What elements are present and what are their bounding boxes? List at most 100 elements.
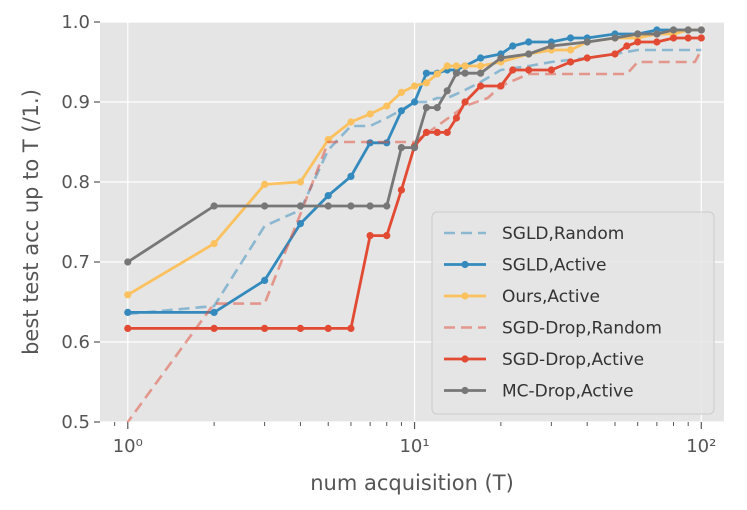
data-point xyxy=(477,54,485,62)
y-tick-label: 0.5 xyxy=(61,412,90,433)
y-tick-label: 0.7 xyxy=(61,252,90,273)
data-point xyxy=(397,144,406,152)
data-point xyxy=(547,66,555,74)
data-point xyxy=(397,186,406,194)
series-mc-drop-active xyxy=(124,26,705,266)
legend-marker xyxy=(461,292,469,300)
data-point xyxy=(296,202,305,210)
data-point xyxy=(433,128,441,136)
data-point xyxy=(684,34,692,42)
data-point xyxy=(497,82,505,90)
data-point xyxy=(525,38,533,46)
data-point xyxy=(422,69,431,77)
data-point xyxy=(397,88,406,96)
data-point xyxy=(383,232,391,240)
data-point xyxy=(383,102,391,110)
data-point xyxy=(525,50,533,58)
data-point xyxy=(324,324,332,332)
data-point xyxy=(296,178,305,186)
data-point xyxy=(477,82,485,90)
series-group xyxy=(124,26,705,422)
data-point xyxy=(684,26,692,34)
data-point xyxy=(623,42,631,50)
data-point xyxy=(452,114,461,122)
data-point xyxy=(443,62,451,70)
y-tick-label: 0.9 xyxy=(61,92,90,113)
data-point xyxy=(347,324,355,332)
y-axis-label: best test acc up to T (/1.) xyxy=(19,89,43,355)
data-point xyxy=(383,202,391,210)
grid xyxy=(100,21,724,423)
data-point xyxy=(410,82,419,90)
data-point xyxy=(347,172,355,180)
data-point xyxy=(422,128,431,136)
data-point xyxy=(461,69,469,77)
legend-marker xyxy=(461,260,469,269)
y-tick-label: 0.8 xyxy=(61,172,90,193)
data-point xyxy=(525,66,533,74)
data-point xyxy=(566,46,575,54)
data-point xyxy=(477,69,485,77)
data-point xyxy=(669,26,678,34)
data-point xyxy=(461,62,469,70)
series-line xyxy=(126,49,703,422)
data-point xyxy=(461,98,469,106)
y-tick-label: 0.6 xyxy=(61,332,90,353)
data-point xyxy=(210,240,218,248)
data-point xyxy=(497,54,505,62)
data-point xyxy=(296,324,305,332)
axis-ticks: 0.5 0.6 0.7 0.8 0.9 1.0 10⁰ 10¹ 10² xyxy=(61,12,716,457)
data-point xyxy=(433,104,441,112)
data-point xyxy=(366,202,374,210)
data-point xyxy=(697,34,705,42)
legend-box xyxy=(431,211,715,415)
data-point xyxy=(477,62,485,70)
data-point xyxy=(634,30,642,38)
data-point xyxy=(669,34,678,42)
legend: SGLD,Random SGLD,Active Ours,Active SGD-Dro… xyxy=(431,211,715,415)
data-point xyxy=(443,128,451,136)
data-point xyxy=(261,202,269,210)
legend-label: SGD-Drop,Random xyxy=(502,319,662,339)
data-point xyxy=(124,324,132,332)
data-point xyxy=(583,54,591,62)
legend-marker xyxy=(461,355,469,363)
data-point xyxy=(347,118,355,126)
data-point xyxy=(422,104,431,112)
data-point xyxy=(397,107,406,115)
data-point xyxy=(443,87,451,95)
x-tick-label: 10² xyxy=(686,436,716,457)
legend-label: SGD-Drop,Active xyxy=(502,350,644,370)
x-tick-label: 10⁰ xyxy=(113,436,143,457)
data-point xyxy=(611,50,619,58)
data-point xyxy=(509,42,517,50)
series-line xyxy=(127,28,702,314)
x-axis-label: num acquisition (T) xyxy=(310,471,514,495)
data-point xyxy=(324,202,332,210)
x-tick-label: 10¹ xyxy=(399,436,429,457)
data-point xyxy=(366,110,374,118)
data-point xyxy=(634,38,642,46)
data-point xyxy=(653,38,661,46)
data-point xyxy=(366,232,374,240)
data-point xyxy=(452,62,461,70)
data-point xyxy=(697,26,705,34)
series-sgd-drop-random xyxy=(126,49,703,422)
data-point xyxy=(210,202,218,210)
data-point xyxy=(566,58,575,66)
data-point xyxy=(433,70,441,78)
data-point xyxy=(261,324,269,332)
y-tick-label: 1.0 xyxy=(61,12,90,33)
data-point xyxy=(210,324,218,332)
legend-label: SGLD,Random xyxy=(502,224,624,244)
data-point xyxy=(261,276,269,284)
data-point xyxy=(261,180,269,188)
data-point xyxy=(347,202,355,210)
data-point xyxy=(124,308,132,316)
data-point xyxy=(452,69,461,77)
legend-label: MC-Drop,Active xyxy=(502,382,634,402)
data-point xyxy=(509,66,517,74)
data-point xyxy=(422,79,431,87)
legend-marker xyxy=(461,386,469,395)
